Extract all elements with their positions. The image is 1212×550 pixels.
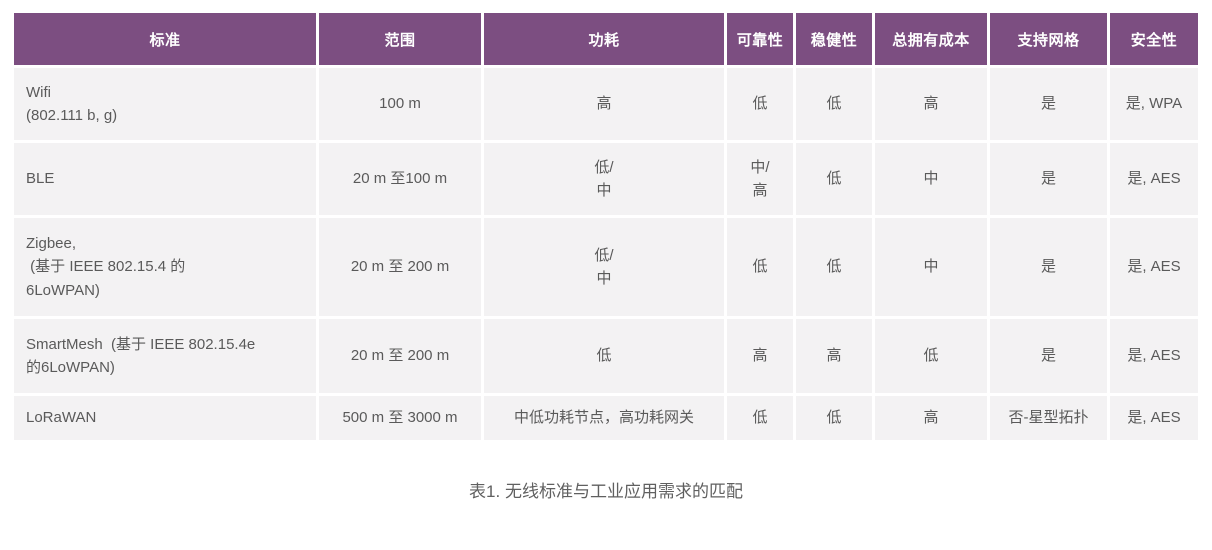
- table-caption: 表1. 无线标准与工业应用需求的匹配: [469, 482, 743, 501]
- cell-standard: LoRaWAN: [14, 396, 316, 440]
- col-header-power: 功耗: [484, 13, 724, 65]
- cell-total-cost: 中: [875, 218, 987, 316]
- cell-reliability: 低: [727, 396, 793, 440]
- cell-security: 是, AES: [1110, 396, 1198, 440]
- cell-robustness: 低: [796, 143, 872, 215]
- cell-mesh-support: 是: [990, 143, 1107, 215]
- cell-power: 低: [484, 319, 724, 393]
- cell-power: 低/ 中: [484, 143, 724, 215]
- col-header-range: 范围: [319, 13, 481, 65]
- cell-standard: SmartMesh (基于 IEEE 802.15.4e 的6LoWPAN): [14, 319, 316, 393]
- table-row-smartmesh: SmartMesh (基于 IEEE 802.15.4e 的6LoWPAN) 2…: [14, 319, 1198, 393]
- cell-range: 20 m 至 200 m: [319, 319, 481, 393]
- cell-mesh-support: 否-星型拓扑: [990, 396, 1107, 440]
- cell-power: 低/ 中: [484, 218, 724, 316]
- cell-total-cost: 高: [875, 396, 987, 440]
- cell-standard: BLE: [14, 143, 316, 215]
- cell-total-cost: 中: [875, 143, 987, 215]
- col-header-reliability: 可靠性: [727, 13, 793, 65]
- cell-mesh-support: 是: [990, 218, 1107, 316]
- cell-range: 500 m 至 3000 m: [319, 396, 481, 440]
- cell-robustness: 低: [796, 68, 872, 140]
- cell-reliability: 低: [727, 68, 793, 140]
- table-body: Wifi (802.111 b, g) 100 m 高 低 低 高 是 是, W…: [14, 68, 1198, 440]
- cell-total-cost: 高: [875, 68, 987, 140]
- table-row-ble: BLE 20 m 至100 m 低/ 中 中/ 高 低 中 是 是, AES: [14, 143, 1198, 215]
- cell-standard: Zigbee, (基于 IEEE 802.15.4 的 6LoWPAN): [14, 218, 316, 316]
- table-row-wifi: Wifi (802.111 b, g) 100 m 高 低 低 高 是 是, W…: [14, 68, 1198, 140]
- cell-total-cost: 低: [875, 319, 987, 393]
- col-header-mesh-support: 支持网格: [990, 13, 1107, 65]
- cell-range: 20 m 至 200 m: [319, 218, 481, 316]
- cell-power: 高: [484, 68, 724, 140]
- cell-reliability: 低: [727, 218, 793, 316]
- header-row: 标准 范围 功耗 可靠性 稳健性 总拥有成本 支持网格 安全性: [14, 13, 1198, 65]
- cell-robustness: 低: [796, 396, 872, 440]
- cell-security: 是, AES: [1110, 218, 1198, 316]
- cell-mesh-support: 是: [990, 68, 1107, 140]
- cell-mesh-support: 是: [990, 319, 1107, 393]
- cell-power: 中低功耗节点，高功耗网关: [484, 396, 724, 440]
- col-header-robustness: 稳健性: [796, 13, 872, 65]
- col-header-security: 安全性: [1110, 13, 1198, 65]
- cell-reliability: 高: [727, 319, 793, 393]
- cell-standard: Wifi (802.111 b, g): [14, 68, 316, 140]
- cell-robustness: 低: [796, 218, 872, 316]
- wireless-standards-table: 标准 范围 功耗 可靠性 稳健性 总拥有成本 支持网格 安全性 Wifi (80…: [11, 10, 1201, 443]
- col-header-total-cost: 总拥有成本: [875, 13, 987, 65]
- cell-security: 是, AES: [1110, 319, 1198, 393]
- cell-security: 是, WPA: [1110, 68, 1198, 140]
- cell-range: 100 m: [319, 68, 481, 140]
- table-row-lorawan: LoRaWAN 500 m 至 3000 m 中低功耗节点，高功耗网关 低 低 …: [14, 396, 1198, 440]
- cell-reliability: 中/ 高: [727, 143, 793, 215]
- cell-security: 是, AES: [1110, 143, 1198, 215]
- col-header-standard: 标准: [14, 13, 316, 65]
- table-row-zigbee: Zigbee, (基于 IEEE 802.15.4 的 6LoWPAN) 20 …: [14, 218, 1198, 316]
- table-header: 标准 范围 功耗 可靠性 稳健性 总拥有成本 支持网格 安全性: [14, 13, 1198, 65]
- cell-robustness: 高: [796, 319, 872, 393]
- cell-range: 20 m 至100 m: [319, 143, 481, 215]
